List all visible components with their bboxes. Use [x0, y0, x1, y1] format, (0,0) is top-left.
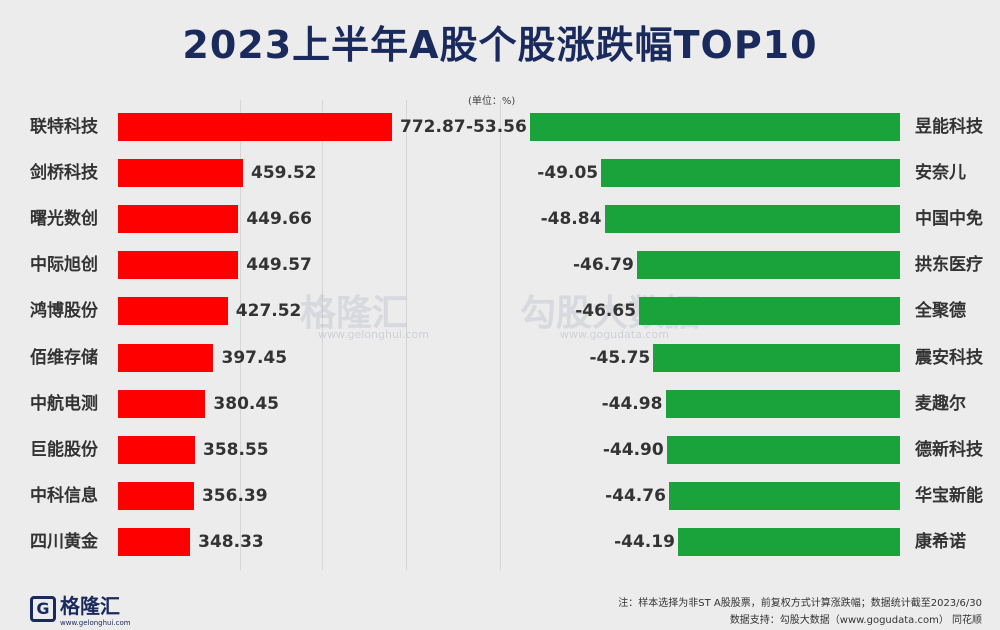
chart-title: 2023上半年A股个股涨跌幅TOP10 [182, 23, 818, 67]
bar-loss [637, 251, 900, 280]
bar-loss [666, 435, 900, 464]
unit-label: (单位：%) [468, 96, 516, 107]
bar-category-label: 佰维存储 [30, 347, 98, 368]
bar-gain [118, 435, 195, 464]
bar-category-label: 全聚德 [915, 301, 966, 322]
bar-loss [669, 481, 900, 510]
bar-category-label: 华宝新能 [915, 485, 983, 506]
bar-loss [530, 113, 900, 141]
bar-category-label: 昱能科技 [915, 117, 983, 137]
bar-value-label: 449.66 [246, 209, 312, 230]
bar-value-label: -46.79 [573, 255, 634, 276]
center-divider [500, 100, 501, 570]
bar-gain [118, 205, 239, 234]
bar-value-label: 397.45 [221, 347, 288, 368]
bar-category-label: 四川黄金 [30, 531, 98, 552]
watermark-brand: 格隆汇 [300, 293, 409, 334]
bar-value-label: -44.19 [614, 531, 675, 552]
bar-gain [118, 113, 392, 141]
bar-value-label: -53.56 [466, 117, 527, 137]
logo-text: 格隆汇 [60, 594, 120, 618]
bar-loss [665, 389, 900, 418]
bar-category-label: 鸿博股份 [30, 301, 98, 322]
bar-loss [601, 159, 900, 188]
bar-value-label: 772.87 [400, 117, 466, 137]
bar-category-label: 中科信息 [30, 485, 98, 506]
gridline [240, 100, 241, 570]
gridline [406, 100, 407, 570]
bar-value-label: -44.98 [601, 393, 663, 414]
bar-value-label: 459.52 [251, 163, 317, 184]
bar-category-label: 中际旭创 [30, 255, 98, 276]
data-source: 数据支持：勾股大数据（www.gogudata.com） 同花顺 [729, 615, 982, 626]
bar-value-label: -45.75 [589, 347, 651, 368]
bar-value-label: -48.84 [540, 209, 602, 230]
bar-category-label: 安奈儿 [915, 163, 966, 184]
bar-value-label: 358.55 [203, 439, 269, 460]
logo: G 格隆汇 www.gelonghui.com [30, 590, 131, 627]
logo-icon: G [30, 595, 56, 622]
bar-category-label: 德新科技 [915, 439, 983, 460]
bar-value-label: -44.76 [605, 485, 666, 506]
bar-gain [118, 343, 214, 372]
watermark-brand2-url: www.gogudata.com [560, 328, 669, 341]
bar-value-label: 348.33 [198, 531, 264, 552]
watermark-brand-url: www.gelonghui.com [318, 328, 429, 341]
footnote: 注：样本选择为非ST A股股票，前复权方式计算涨跌幅；数据统计截至2023/6/… [618, 598, 982, 609]
bar-gain [118, 297, 228, 326]
bar-category-label: 剑桥科技 [30, 163, 98, 184]
bar-loss [604, 205, 900, 234]
bar-value-label: 356.39 [201, 485, 268, 506]
bar-value-label: 380.45 [213, 393, 280, 414]
bar-value-label: -49.05 [537, 163, 599, 184]
bar-gain [118, 251, 239, 280]
bar-gain [118, 389, 206, 418]
bar-loss [678, 527, 900, 556]
bar-value-label: 427.52 [235, 301, 302, 322]
bar-category-label: 巨能股份 [30, 439, 98, 460]
bar-category-label: 康希诺 [915, 531, 966, 552]
bar-category-label: 曙光数创 [30, 209, 98, 230]
bar-category-label: 震安科技 [915, 347, 983, 368]
bar-value-label: 449.57 [246, 255, 312, 276]
bar-category-label: 拱东医疗 [915, 255, 983, 276]
bar-value-label: -46.65 [575, 301, 637, 322]
bar-category-label: 中航电测 [30, 393, 98, 414]
gridline [322, 100, 323, 570]
bar-category-label: 中国中免 [915, 209, 983, 230]
bar-loss [639, 297, 900, 326]
bar-gain [118, 159, 243, 188]
logo-url: www.gelonghui.com [60, 619, 131, 627]
bar-category-label: 麦趣尔 [915, 393, 966, 414]
bar-value-label: -44.90 [602, 439, 664, 460]
bar-gain [118, 481, 194, 510]
bar-gain [118, 527, 191, 556]
bar-loss [653, 343, 900, 372]
bar-category-label: 联特科技 [30, 117, 98, 137]
